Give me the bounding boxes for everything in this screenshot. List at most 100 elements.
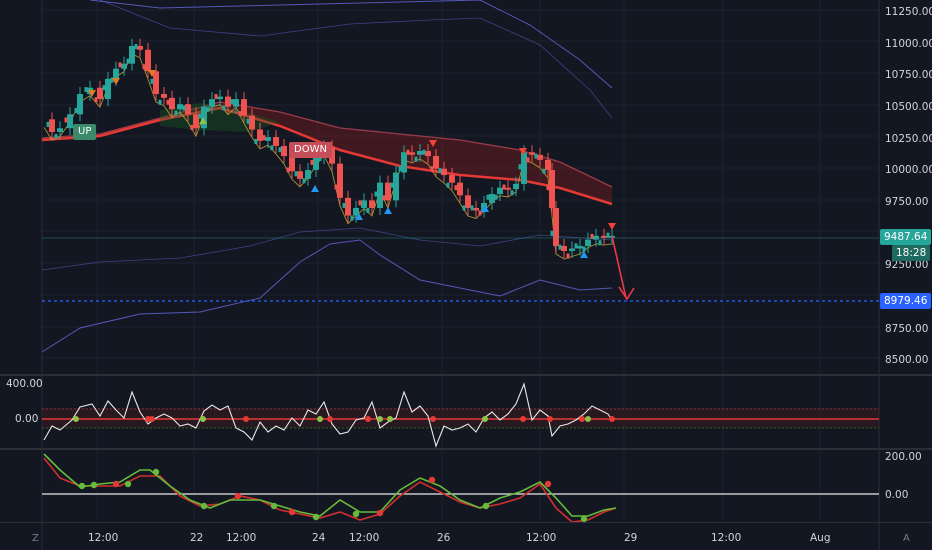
candle-body xyxy=(505,187,511,190)
candle-body xyxy=(550,230,554,236)
price-axis[interactable]: 11250.00 11000.00 10750.00 10500.00 1025… xyxy=(879,0,932,374)
candle-body xyxy=(489,194,495,203)
candle-body xyxy=(238,111,242,117)
time-label: 24 xyxy=(312,532,326,544)
candle-body xyxy=(121,63,127,69)
candle-body xyxy=(590,233,594,239)
candle-body xyxy=(246,118,250,124)
candle-body xyxy=(398,166,402,172)
oscillator-1-left-tick: 400.00 xyxy=(6,378,43,390)
time-label: Aug xyxy=(810,532,831,544)
osc1-signal-dot xyxy=(609,416,615,422)
projection-arrow-head-icon xyxy=(618,286,635,301)
candle-body xyxy=(118,62,122,68)
candle-body xyxy=(393,172,399,201)
candle-body xyxy=(126,58,130,64)
oscillator-1-left-tick: 0.00 xyxy=(15,413,39,425)
candle-body xyxy=(46,121,50,127)
candle-body xyxy=(270,145,274,151)
osc2-signal-dot xyxy=(580,515,588,523)
osc1-signal-dot xyxy=(365,416,371,422)
price-tick: 11250.00 xyxy=(885,6,932,18)
candle-body xyxy=(134,44,138,50)
candle-body xyxy=(414,156,418,162)
price-tick: 10500.00 xyxy=(885,101,932,113)
candle-body xyxy=(102,85,106,91)
candle-body xyxy=(582,246,586,252)
osc2-signal-dot xyxy=(482,502,490,510)
candle-body xyxy=(406,149,410,155)
candle-body xyxy=(518,164,522,170)
candle-body xyxy=(161,94,167,98)
time-label: 12:00 xyxy=(349,532,380,544)
upper-band-outer xyxy=(89,0,613,89)
candle-body xyxy=(174,110,178,116)
candle-body xyxy=(142,64,146,70)
candle-body xyxy=(313,157,319,170)
candle-body xyxy=(481,202,487,211)
candle-body xyxy=(278,147,282,153)
candle-body xyxy=(537,154,543,160)
auto-scale-button[interactable]: A xyxy=(903,533,910,544)
osc1-signal-dot xyxy=(327,416,333,422)
oscillator-2-axis[interactable]: 200.00 0.00 xyxy=(879,450,932,522)
candle-body xyxy=(182,105,186,111)
price-tick: 8500.00 xyxy=(885,354,929,366)
candle-body xyxy=(342,202,346,208)
candle-body xyxy=(494,194,498,200)
candle-body xyxy=(77,94,83,115)
current-price-badge: 9487.64 xyxy=(880,229,932,245)
candle-body xyxy=(302,178,306,184)
candle-body xyxy=(153,71,159,95)
osc1-signal-dot xyxy=(243,416,249,422)
candle-body xyxy=(529,152,535,155)
candle-body xyxy=(193,114,199,129)
candle-body xyxy=(358,200,362,206)
timezone-toggle-button[interactable]: Z xyxy=(32,533,39,544)
candle-body xyxy=(158,99,162,105)
candle-body xyxy=(382,195,386,201)
pane-separator[interactable] xyxy=(0,448,932,450)
candle-body xyxy=(401,152,407,173)
osc1-signal-dot xyxy=(149,416,155,422)
candle-body xyxy=(318,156,322,162)
candle-body xyxy=(502,184,506,190)
buy-arrow-icon xyxy=(384,207,392,214)
pane-separator[interactable] xyxy=(0,374,932,376)
candle-body xyxy=(273,137,279,146)
oscillator-2-tick: 200.00 xyxy=(885,451,922,463)
candle-body xyxy=(566,253,570,259)
osc1-signal-dot xyxy=(520,416,526,422)
oscillator-1-lines xyxy=(42,382,879,448)
candle-body xyxy=(385,182,391,201)
alert-price-badge: 8979.46 xyxy=(880,293,932,309)
candle-body xyxy=(129,45,135,64)
price-tick: 9250.00 xyxy=(885,259,929,271)
buy-arrow-icon xyxy=(311,185,319,192)
price-tick: 11000.00 xyxy=(885,38,932,50)
candle-body xyxy=(353,207,359,216)
candle-body xyxy=(110,77,114,83)
osc2-signal-dot xyxy=(152,468,160,476)
osc2-signal-dot xyxy=(124,480,132,488)
candle-body xyxy=(366,207,370,213)
osc1-signal-dot xyxy=(482,416,488,422)
oscillator-1-axis[interactable] xyxy=(879,376,932,448)
osc2-signal-dot xyxy=(90,481,98,489)
candle-body xyxy=(542,168,546,174)
candle-body xyxy=(545,159,551,170)
candle-body xyxy=(217,96,223,100)
candle-body xyxy=(430,166,434,172)
candle-body xyxy=(606,232,610,238)
candle-body xyxy=(534,153,538,159)
candle-body xyxy=(209,99,215,107)
candle-body xyxy=(289,156,295,172)
sell-arrow-icon xyxy=(519,148,527,155)
time-axis[interactable] xyxy=(42,523,879,550)
candle-body xyxy=(574,243,578,249)
osc1-zone xyxy=(42,408,879,428)
candle-body xyxy=(446,182,450,188)
osc1-signal-dot xyxy=(317,416,323,422)
candle-body xyxy=(422,149,426,155)
